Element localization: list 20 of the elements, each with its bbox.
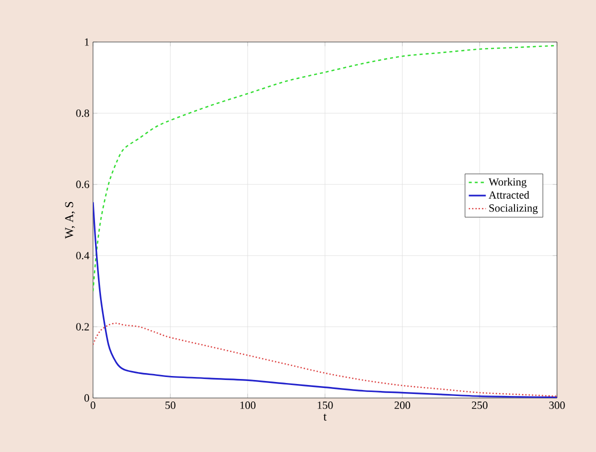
y-tick-label: 1: [84, 38, 89, 46]
legend-label: Socializing: [489, 204, 538, 214]
x-tick-label: 200: [394, 402, 410, 409]
legend-label: Attracted: [488, 190, 530, 199]
y-tick-label: 0.8: [76, 109, 90, 117]
y-tick-label: 0: [84, 394, 90, 402]
line-series: [93, 322, 558, 397]
x-tick-label: 0: [90, 402, 96, 409]
x-tick-label: 100: [240, 402, 256, 409]
x-tick-label: 150: [318, 402, 333, 409]
y-tick-label: 0.6: [76, 180, 90, 188]
y-tick-label: 0.4: [76, 252, 90, 260]
x-tick-label: 300: [549, 402, 565, 409]
line-series: [93, 201, 558, 398]
x-axis-title: t: [323, 414, 327, 421]
y-tick-label: 0.2: [76, 323, 89, 331]
x-tick-label: 50: [165, 402, 176, 409]
legend-label: Working: [488, 178, 526, 188]
x-tick-label: 250: [472, 402, 488, 409]
y-axis-title: W, A, S: [65, 202, 75, 239]
